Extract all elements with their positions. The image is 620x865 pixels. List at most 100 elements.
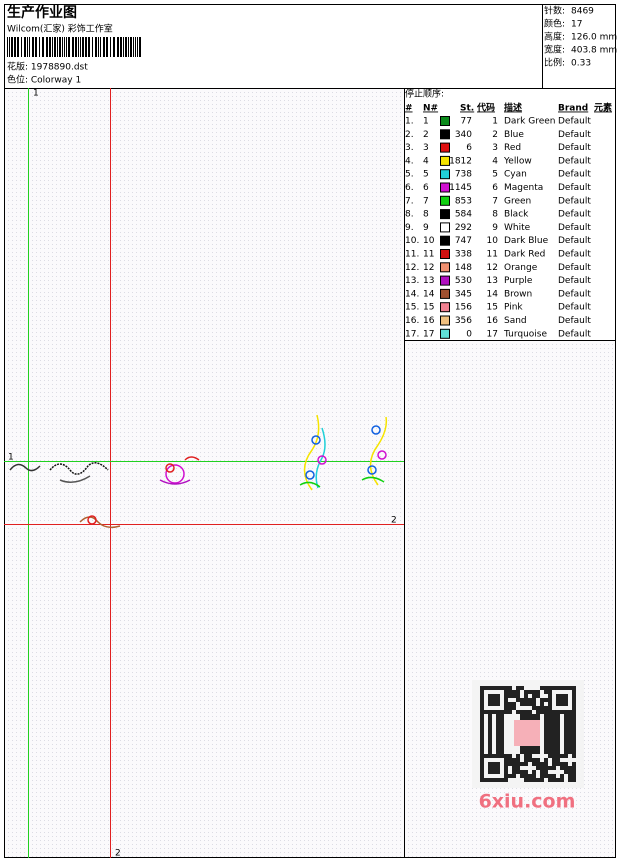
qr-cell (552, 726, 556, 730)
code: 9 (492, 223, 498, 233)
description: Orange (504, 263, 538, 273)
qr-cell (492, 778, 496, 782)
qr-cell (548, 734, 552, 738)
brand: Default (558, 236, 591, 246)
bar-stripe (120, 37, 122, 57)
qr-cell (500, 778, 504, 782)
row-index: 4. (405, 156, 414, 166)
qr-cell (488, 750, 492, 754)
row-index: 15. (405, 303, 419, 313)
qr-cell (480, 706, 484, 710)
qr-cell (536, 758, 540, 762)
qr-cell (544, 698, 548, 702)
qr-cell (480, 710, 484, 714)
qr-cell (512, 706, 516, 710)
qr-cell (492, 694, 496, 698)
qr-cell (560, 694, 564, 698)
code: 16 (487, 316, 499, 326)
qr-cell (536, 762, 540, 766)
qr-cell (488, 722, 492, 726)
border (4, 4, 616, 858)
qr-cell (516, 694, 520, 698)
brand: Default (558, 289, 591, 299)
qr-cell (524, 762, 528, 766)
stitches: 338 (455, 250, 472, 260)
bar-stripe (66, 37, 67, 57)
code: 13 (487, 276, 498, 286)
qr-cell (572, 698, 576, 702)
qr-cell (568, 722, 572, 726)
color-swatch (440, 222, 450, 233)
qr-cell (568, 730, 572, 734)
qr-cell (524, 746, 528, 750)
qr-cell (552, 778, 556, 782)
qr-cell (488, 710, 492, 714)
qr-cell (548, 714, 552, 718)
code: 10 (487, 236, 499, 246)
qr-cell (500, 718, 504, 722)
qr-cell (536, 766, 540, 770)
brand: Default (558, 250, 591, 260)
qr-cell (488, 694, 492, 698)
qr-cell (520, 714, 524, 718)
stats: 针数: 8469 颜色: 17 高度: 126.0 mm 宽度: 403.8 mm 比例: 0.3… (544, 5, 617, 69)
description: Turquoise (503, 329, 547, 339)
qr-cell (496, 698, 500, 702)
qr-cell (532, 690, 536, 694)
qr-cell (572, 754, 576, 758)
qr-cell (544, 746, 548, 750)
qr-cell (520, 746, 524, 750)
qr-cell (564, 754, 568, 758)
stitches: 747 (455, 236, 472, 246)
qr-cell (548, 702, 552, 706)
qr-cell (572, 718, 576, 722)
qr-cell (532, 758, 536, 762)
qr-cell (524, 690, 528, 694)
qr-cell (568, 734, 572, 738)
qr-cell (540, 762, 544, 766)
qr-cell (560, 774, 564, 778)
qr-cell (544, 686, 548, 690)
row-index: 14. (405, 289, 419, 299)
qr-cell (504, 710, 508, 714)
qr-cell (528, 778, 532, 782)
qr-cell (548, 690, 552, 694)
qr-cell (568, 718, 572, 722)
qr-cell (480, 702, 484, 706)
brand: Default (558, 329, 591, 339)
qr-cell (548, 726, 552, 730)
qr-cell (488, 770, 492, 774)
qr-cell (524, 778, 528, 782)
guide-label: 2 (391, 516, 397, 526)
bar-stripe (14, 37, 16, 57)
needle: 13 (423, 276, 434, 286)
qr-cell (504, 702, 508, 706)
qr-cell (504, 754, 508, 758)
qr-cell (564, 750, 568, 754)
needle: 1 (423, 117, 429, 127)
bar-stripe (64, 37, 65, 57)
qr-cell (552, 686, 556, 690)
code: 3 (492, 143, 498, 153)
qr-cell (496, 730, 500, 734)
description: Green (504, 196, 531, 206)
qr-cell (556, 734, 560, 738)
qr-cell (492, 698, 496, 702)
design-file: 花版: 1978890.dst (7, 61, 88, 73)
qr-cell (548, 730, 552, 734)
qr-cell (488, 730, 492, 734)
barcode (7, 37, 141, 57)
qr-cell (540, 698, 544, 702)
qr-cell (564, 686, 568, 690)
qr-cell (564, 734, 568, 738)
stitches: 340 (455, 130, 472, 140)
description: Dark Red (504, 250, 545, 260)
description: Blue (504, 130, 524, 140)
brand: Default (558, 143, 591, 153)
qr-cell (532, 750, 536, 754)
qr-cell (536, 710, 540, 714)
qr-cell (556, 754, 560, 758)
bar-stripe (32, 37, 34, 57)
qr-cell (516, 754, 520, 758)
